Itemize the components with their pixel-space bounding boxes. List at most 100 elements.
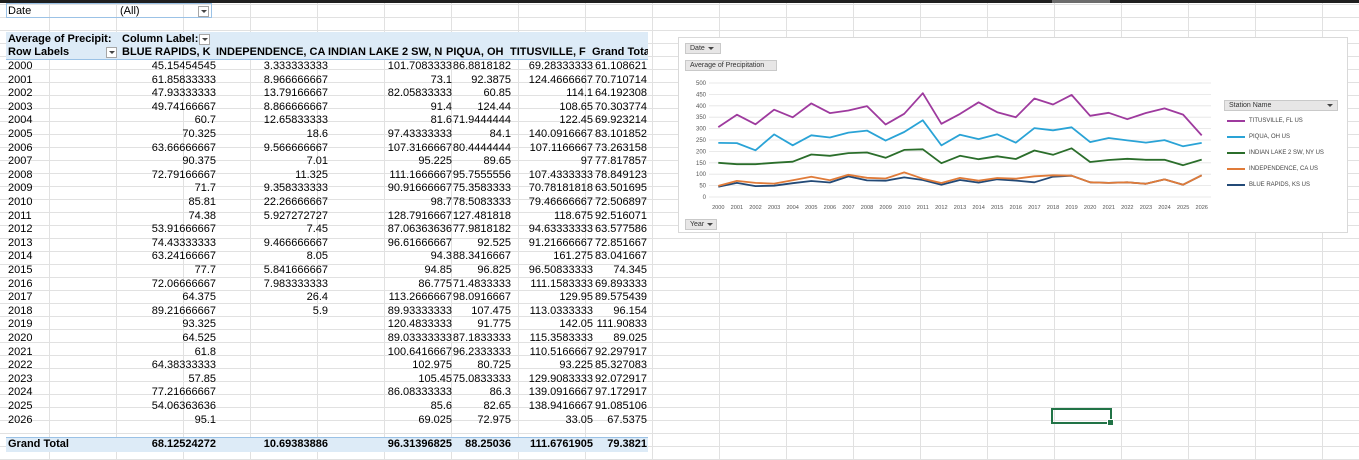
pivot-cell: 83.101852 [595, 128, 647, 140]
chevron-down-icon [707, 222, 714, 226]
pivot-cell: 140.0916667 [528, 128, 593, 140]
pivot-cell: 95.1 [194, 413, 216, 426]
row-labels-dropdown[interactable] [106, 47, 117, 58]
pivot-cell: 85.81 [188, 196, 216, 208]
active-cell-cursor[interactable] [1051, 408, 1114, 426]
pivot-cell: 69.923214 [595, 114, 647, 127]
pivot-cell: 72.06666667 [151, 277, 216, 290]
y-tick-label: 300 [696, 127, 707, 133]
x-tick-label: 2021 [1103, 205, 1115, 211]
row-label-year: 2002 [8, 87, 33, 100]
pivot-cell: 72.79166667 [151, 168, 216, 181]
pivot-cell: 92.525 [477, 236, 511, 249]
pivot-cell: 124.44 [477, 100, 511, 113]
row-label-year: 2019 [8, 318, 33, 331]
filter-field-label: Date [8, 5, 32, 17]
pivot-cell: 18.6 [306, 128, 328, 140]
pivot-cell: 78.5083333 [452, 196, 511, 208]
pivot-cell: 72.975 [477, 413, 511, 426]
series-line[interactable] [718, 171, 1203, 187]
pivot-cell: 129.9083333 [528, 372, 593, 385]
pivot-cell: 70.325 [182, 128, 216, 140]
pivot-cell: 87.1833333 [452, 332, 511, 344]
pivot-cell: 70.78181818 [528, 182, 593, 195]
filter-field-value[interactable]: (All) [120, 5, 140, 17]
pivot-chart[interactable]: Date Average of Precipitation 0 50 100 150 2… [678, 37, 1348, 233]
pivot-cell: 142.05 [559, 318, 593, 331]
chart-value-field-label: Average of Precipitation [690, 62, 765, 69]
pivot-cell: 85.6 [430, 400, 452, 412]
column-labels-dropdown[interactable] [199, 34, 210, 45]
pivot-cell: 92.297917 [595, 345, 647, 358]
chart-year-axis-button[interactable]: Year [685, 219, 717, 230]
row-label-year: 2006 [8, 141, 33, 154]
chart-legend-field-label: Station Name [1229, 102, 1272, 109]
row-labels-header: Row Labels [8, 46, 70, 58]
y-tick-label: 150 [696, 161, 707, 167]
pivot-row: 2010 85.81 22.26666667 98.7 78.5083333 79.466… [6, 196, 648, 209]
row-label-year: 2017 [8, 291, 33, 304]
pivot-row: 2013 74.43333333 9.466666667 96.61666667 92.… [6, 237, 648, 250]
pivot-cell: 47.93333333 [151, 87, 216, 100]
y-tick-label: 200 [696, 149, 707, 155]
grand-total-cell: 79.3821 [607, 438, 647, 450]
pivot-cell: 84.1 [489, 128, 511, 140]
pivot-cell: 60.85 [483, 87, 511, 100]
pivot-row: 2018 89.21666667 5.9 89.93333333 107.475 113.… [6, 305, 648, 318]
pivot-cell: 92.072917 [595, 372, 647, 385]
filter-cell-frame [6, 3, 212, 18]
pivot-cell: 127.481818 [452, 209, 511, 222]
chart-date-filter-button[interactable]: Date [685, 43, 721, 54]
col-header-indian-lake: INDIAN LAKE 2 SW, N [328, 46, 443, 58]
chart-value-field-button[interactable]: Average of Precipitation [685, 60, 777, 71]
pivot-cell: 161.275 [553, 250, 593, 263]
pivot-cell: 89.03333333 [387, 332, 452, 344]
legend-swatch [1227, 168, 1245, 170]
y-tick-label: 250 [696, 138, 707, 144]
pivot-cell: 95.225 [418, 155, 452, 168]
row-label-year: 2023 [8, 372, 33, 385]
pivot-cell: 108.65 [559, 100, 593, 113]
pivot-cell: 22.26666667 [263, 196, 328, 208]
pivot-cell: 115.3583333 [529, 332, 593, 344]
y-tick-label: 400 [696, 104, 707, 110]
pivot-row: 2015 77.7 5.841666667 94.85 96.825 96.5083333… [6, 264, 648, 277]
pivot-cell: 77.817857 [595, 155, 647, 168]
x-tick-label: 2001 [731, 205, 743, 211]
filter-dropdown-button[interactable] [198, 6, 209, 17]
pivot-cell: 64.525 [182, 332, 216, 344]
pivot-cell [220, 373, 328, 386]
row-label-year: 2008 [8, 168, 33, 181]
x-tick-label: 2010 [898, 205, 910, 211]
pivot-cell: 71.4833333 [452, 277, 511, 290]
series-line[interactable] [717, 92, 1203, 136]
row-label-year: 2012 [8, 223, 33, 236]
chart-legend-field-button[interactable]: Station Name [1224, 100, 1338, 111]
pivot-cell: 91.775 [477, 318, 511, 331]
pivot-row: 2017 64.375 26.4 113.2666667 98.0916667 129.9… [6, 291, 648, 304]
pivot-row: 2009 71.7 9.358333333 90.91666667 75.3583333… [6, 182, 648, 195]
pivot-cell: 113.2666667 [388, 291, 452, 304]
x-tick-label: 2025 [1177, 205, 1189, 211]
x-tick-label: 2026 [1195, 205, 1207, 211]
pivot-cell: 73.1 [430, 73, 452, 86]
pivot-cell: 7.01 [306, 155, 328, 168]
pivot-cell: 8.966666667 [263, 73, 328, 86]
series-line[interactable] [718, 119, 1202, 152]
pivot-cell [220, 386, 328, 399]
x-tick-label: 2017 [1028, 205, 1040, 211]
pivot-cell: 9.466666667 [263, 236, 328, 249]
pivot-cell: 107.475 [471, 304, 511, 317]
pivot-cell: 128.7916667 [387, 209, 452, 222]
pivot-cell: 89.93333333 [387, 304, 452, 317]
series-line[interactable] [718, 147, 1202, 167]
pivot-cell: 129.95 [559, 291, 593, 304]
pivot-cell: 88.3416667 [452, 250, 511, 263]
pivot-cell: 87.06363636 [387, 223, 452, 236]
row-label-year: 2013 [8, 236, 33, 249]
pivot-cell: 75.0833333 [452, 372, 511, 385]
pivot-row: 2003 49.74166667 8.866666667 91.4 124.44 108.… [6, 101, 648, 114]
legend-swatch [1227, 136, 1245, 138]
chevron-down-icon [707, 46, 714, 50]
x-tick-label: 2018 [1047, 205, 1059, 211]
